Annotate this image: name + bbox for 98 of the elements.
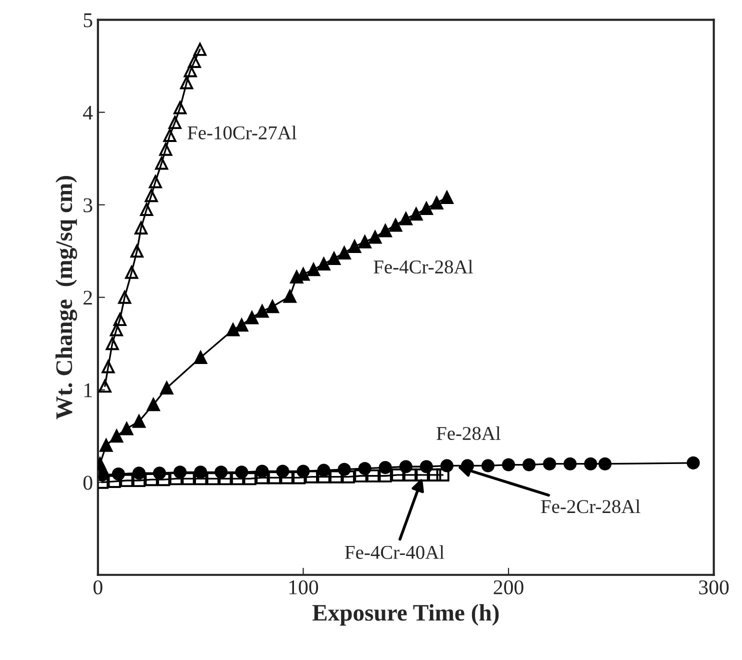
point <box>306 263 320 276</box>
point <box>292 471 306 484</box>
point <box>243 472 256 486</box>
point <box>120 422 134 436</box>
point <box>502 458 516 472</box>
point <box>226 323 240 336</box>
point <box>686 456 700 470</box>
annotation: Fe-10Cr-27Al <box>188 126 296 140</box>
point <box>144 189 158 202</box>
point <box>194 350 208 364</box>
point <box>169 472 182 486</box>
point <box>342 470 355 484</box>
point <box>327 252 341 266</box>
point <box>231 472 244 486</box>
point <box>543 457 556 470</box>
point <box>430 196 444 210</box>
point <box>358 235 372 248</box>
point <box>368 230 382 244</box>
point <box>268 471 282 484</box>
y-axis-title: Wt. Change (mg/sq cm) <box>56 176 78 420</box>
point <box>174 101 187 114</box>
point <box>354 469 368 482</box>
point <box>403 468 417 482</box>
point <box>120 474 134 488</box>
point <box>106 337 119 350</box>
point <box>100 438 113 452</box>
point <box>366 469 380 482</box>
point <box>98 380 112 393</box>
x-tick-label: 200 <box>494 580 524 594</box>
point <box>598 457 612 470</box>
point <box>159 142 172 156</box>
point <box>391 468 404 482</box>
point <box>110 323 123 336</box>
point <box>428 468 442 482</box>
y-tick-label: 2 <box>84 290 92 305</box>
point <box>338 246 351 260</box>
y-tick-label: 0 <box>83 476 92 490</box>
point <box>113 313 126 326</box>
point <box>146 398 160 412</box>
point <box>132 474 146 488</box>
point <box>416 468 429 482</box>
point <box>348 240 362 253</box>
point <box>134 221 148 234</box>
point <box>304 470 318 484</box>
point <box>280 471 294 484</box>
point <box>436 468 450 482</box>
point <box>330 470 343 484</box>
point <box>163 128 176 142</box>
point <box>180 76 194 90</box>
point <box>125 266 138 279</box>
point <box>235 318 248 332</box>
point <box>218 472 232 486</box>
point <box>564 457 577 470</box>
point <box>118 290 132 304</box>
point <box>193 42 206 56</box>
point <box>399 212 412 226</box>
point <box>378 224 392 238</box>
annotation: Fe-2Cr-28Al <box>541 499 640 514</box>
point <box>206 472 220 486</box>
point <box>317 257 330 271</box>
y-tick-label: 1 <box>84 383 92 398</box>
point <box>148 175 162 188</box>
point <box>283 290 296 303</box>
point <box>130 244 144 258</box>
point <box>188 54 201 68</box>
x-tick-label: 100 <box>289 580 318 594</box>
annotation: Fe-28Al <box>436 426 500 440</box>
point <box>584 457 598 470</box>
point <box>132 414 146 428</box>
point <box>522 458 536 472</box>
x-axis-title: Exposure Time (h) <box>312 604 499 626</box>
point <box>102 360 115 374</box>
point <box>160 381 174 395</box>
point <box>157 473 170 486</box>
annotation: Fe-4Cr-40Al <box>345 545 444 559</box>
y-tick-label: 3 <box>84 198 92 212</box>
point <box>108 474 121 488</box>
point <box>378 469 392 482</box>
point <box>110 430 124 443</box>
y-tick-label: 4 <box>83 106 93 120</box>
point <box>182 472 195 486</box>
point <box>155 156 168 170</box>
annotation: Fe-4Cr-28Al <box>374 260 473 274</box>
point <box>420 202 433 216</box>
point <box>266 300 279 314</box>
point <box>410 208 423 221</box>
point <box>481 459 495 472</box>
point <box>389 218 402 232</box>
point <box>245 311 258 324</box>
point <box>256 304 269 318</box>
x-tick-label: 0 <box>94 580 102 594</box>
point <box>168 116 182 130</box>
point <box>184 64 197 78</box>
point <box>140 202 154 216</box>
point <box>440 190 454 204</box>
point <box>144 473 158 486</box>
x-tick-label: 300 <box>699 580 729 594</box>
y-tick-label: 5 <box>84 13 92 28</box>
